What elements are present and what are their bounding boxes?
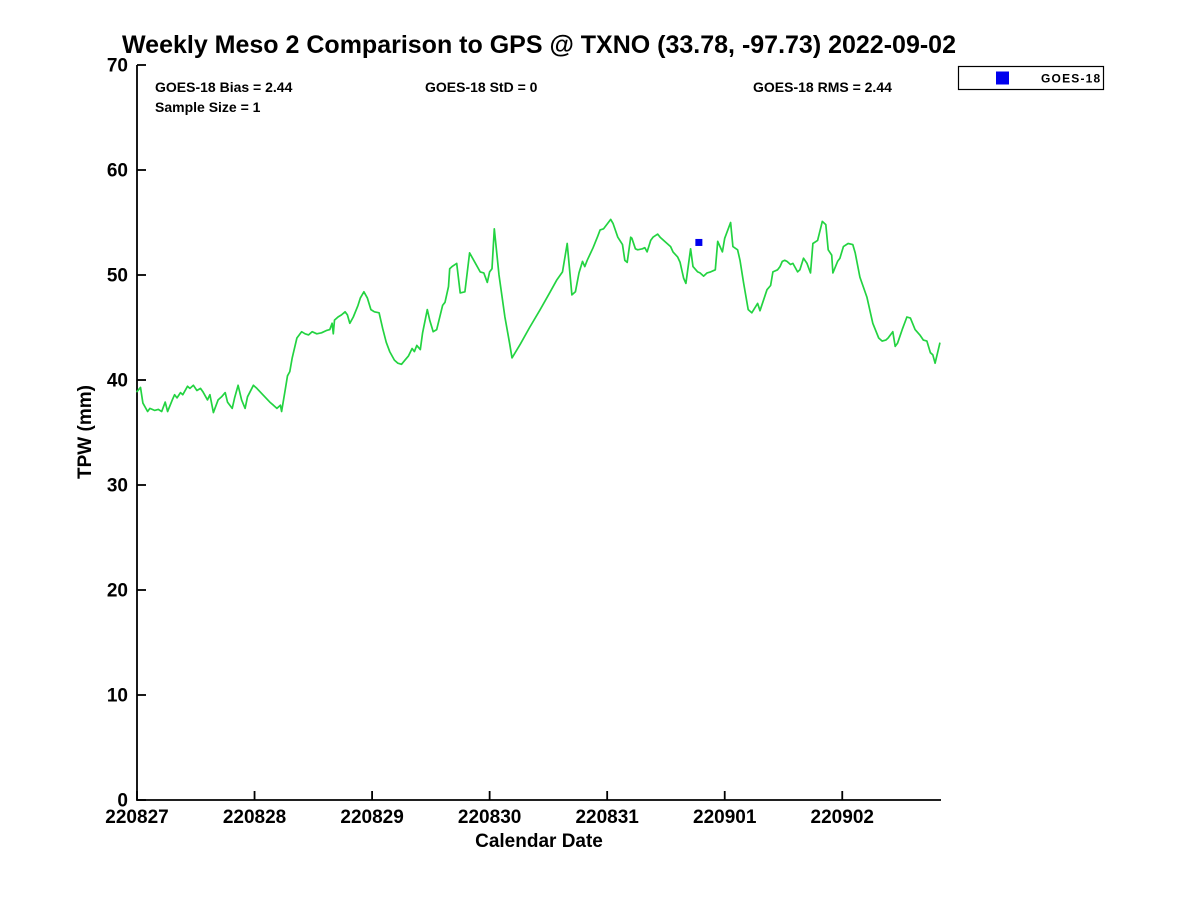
gps-tpw-line (136, 218, 941, 414)
y-tick-label: 70 (107, 56, 128, 77)
y-tick-label: 20 (107, 581, 128, 602)
y-axis-label: TPW (mm) (75, 385, 96, 479)
legend-box (957, 65, 1105, 91)
legend[interactable]: GOES-18 (957, 65, 1105, 91)
stat-std: GOES-18 StD = 0 (425, 79, 538, 95)
axes: 0 10 20 30 40 50 60 70 220827 220828 220829 220830 2… (105, 56, 941, 828)
x-tick-label: 220830 (458, 807, 521, 828)
legend-marker-goes18-icon (996, 71, 1009, 85)
y-tick-label: 30 (107, 476, 128, 497)
y-tick-label: 40 (107, 371, 128, 392)
legend-label-goes18: GOES-18 (1041, 72, 1101, 86)
x-tick-label: 220901 (693, 807, 757, 828)
y-tick-label: 50 (107, 266, 128, 287)
x-tick-label: 220827 (105, 807, 168, 828)
x-tick-label: 220831 (575, 807, 639, 828)
stat-rms: GOES-18 RMS = 2.44 (753, 79, 892, 95)
x-axis-label: Calendar Date (475, 831, 603, 852)
x-tick-label: 220828 (223, 807, 286, 828)
x-tick-label: 220829 (340, 807, 403, 828)
chart-title: Weekly Meso 2 Comparison to GPS @ TXNO (… (122, 31, 956, 59)
data-series (136, 218, 941, 414)
y-tick-label: 60 (107, 161, 128, 182)
x-tick-label: 220902 (811, 807, 874, 828)
axis-lines (136, 65, 941, 801)
stat-sample-size: Sample Size = 1 (155, 99, 261, 115)
y-tick-label: 0 (117, 791, 128, 812)
goes18-data-marker (695, 238, 703, 246)
y-tick-label: 10 (107, 686, 128, 707)
stat-bias: GOES-18 Bias = 2.44 (155, 79, 293, 95)
